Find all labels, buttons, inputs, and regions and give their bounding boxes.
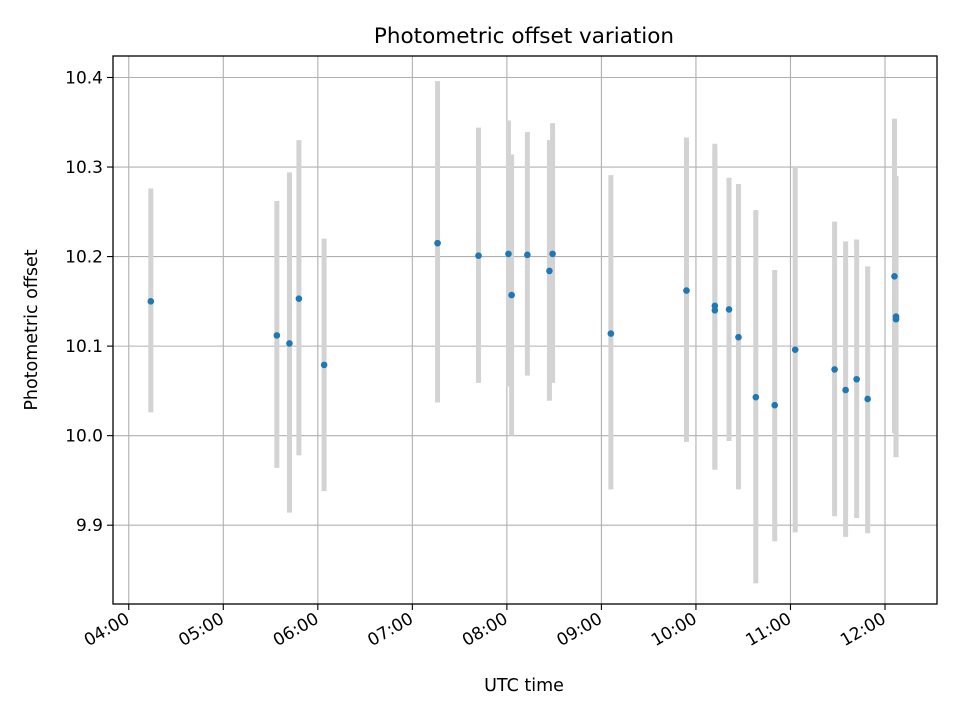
chart-title: Photometric offset variation [374, 24, 674, 49]
data-point [891, 272, 898, 280]
data-point [683, 287, 690, 294]
data-point [549, 250, 556, 258]
data-point [892, 315, 900, 323]
data-point [831, 366, 838, 373]
data-point [771, 401, 779, 409]
data-point [147, 298, 155, 305]
y-tick-label: 10.4 [65, 68, 103, 88]
data-point [524, 251, 531, 259]
data-point [711, 307, 719, 314]
data-point [752, 393, 760, 401]
x-axis-label: UTC time [484, 676, 564, 696]
y-tick-label: 10.1 [65, 337, 103, 357]
y-tick-label: 10.3 [65, 158, 103, 178]
data-point [295, 295, 303, 302]
data-points [147, 239, 900, 409]
data-point [434, 239, 441, 247]
y-tick-label: 10.2 [65, 248, 103, 268]
plot-frame [112, 55, 938, 605]
data-point [864, 395, 871, 403]
data-point [505, 250, 512, 258]
data-point [842, 386, 849, 394]
y-axis-label: Photometric offset [22, 249, 42, 410]
data-point [546, 267, 553, 275]
data-point [607, 330, 615, 337]
data-point [320, 361, 328, 369]
data-point [508, 291, 515, 299]
data-point [735, 333, 742, 341]
y-tick-label: 10.0 [65, 427, 103, 447]
data-point [853, 375, 860, 383]
data-point [725, 306, 733, 313]
y-tick-label: 9.9 [76, 516, 103, 536]
data-point [273, 332, 281, 339]
data-point [286, 340, 293, 347]
y-axis: 9.9 10.0 10.1 10.2 10.3 10.4 [65, 68, 113, 536]
data-point [791, 346, 799, 353]
data-point [475, 252, 482, 259]
